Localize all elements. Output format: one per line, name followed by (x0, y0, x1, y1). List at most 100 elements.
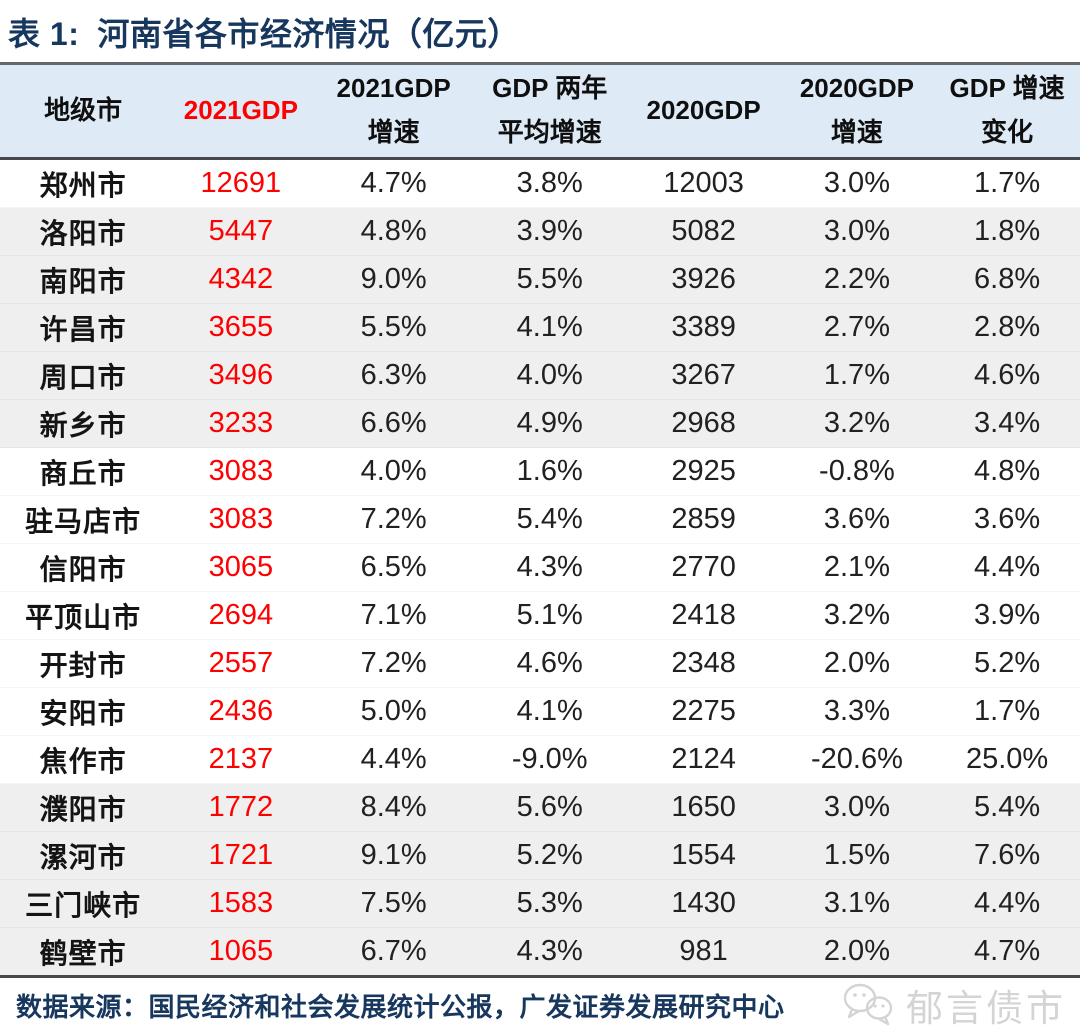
table-row: 周口市 3496 6.3% 4.0% 3267 1.7% 4.6% (0, 351, 1080, 400)
value-cell: 1650 (671, 791, 736, 823)
column-header: GDP 增速 变化 (934, 63, 1080, 160)
value-cell: 3.6% (974, 503, 1041, 535)
city-cell: 安阳市 (39, 697, 127, 729)
value-cell: 6.7% (360, 935, 427, 967)
value-cell: 4.1% (516, 311, 583, 343)
value-cell: 2925 (671, 455, 736, 487)
city-cell: 开封市 (39, 649, 127, 681)
value-cell: 4.8% (974, 455, 1041, 487)
value-cell: 2694 (208, 599, 274, 631)
value-cell: 4.9% (516, 407, 583, 439)
value-cell: 4.4% (360, 743, 427, 775)
value-cell: 7.2% (360, 647, 427, 679)
table-row: 洛阳市 5447 4.8% 3.9% 5082 3.0% 1.8% (0, 207, 1080, 256)
table-row: 南阳市 4342 9.0% 5.5% 3926 2.2% 6.8% (0, 255, 1080, 304)
table-row: 开封市 2557 7.2% 4.6% 2348 2.0% 5.2% (0, 640, 1080, 688)
value-cell: 3.4% (974, 407, 1041, 439)
watermark: 郁言债市 (840, 978, 1066, 1032)
value-cell: 2137 (208, 743, 274, 775)
value-cell: 5.5% (516, 263, 583, 295)
value-cell: 5.0% (360, 695, 427, 727)
value-cell: 4.0% (516, 359, 583, 391)
value-cell: 5.6% (516, 791, 583, 823)
value-cell: 3.0% (823, 791, 890, 823)
city-cell: 郑州市 (39, 169, 127, 201)
value-cell: 3.9% (974, 599, 1041, 631)
table-title: 表 1: 河南省各市经济情况（亿元） (0, 0, 1080, 62)
table-row: 安阳市 2436 5.0% 4.1% 2275 3.3% 1.7% (0, 688, 1080, 736)
value-cell: 3655 (208, 311, 274, 343)
table-title-text: 河南省各市经济情况（亿元） (97, 16, 520, 52)
value-cell: 3.9% (516, 215, 583, 247)
value-cell: 3233 (208, 407, 274, 439)
value-cell: 9.1% (360, 839, 427, 871)
table-header-row: 地级市 2021GDP 2021GDP 增速 GDP 两年 平均增速 2020GDP 2020… (0, 63, 1080, 160)
value-cell: 4.4% (974, 551, 1041, 583)
city-cell: 驻马店市 (25, 505, 142, 537)
value-cell: 2859 (671, 503, 736, 535)
value-cell: 3389 (671, 311, 736, 343)
value-cell: 4.1% (516, 695, 583, 727)
value-cell: 2.8% (974, 311, 1041, 343)
value-cell: 2.7% (823, 311, 890, 343)
value-cell: 981 (679, 935, 728, 967)
table-number-label: 表 1: (8, 16, 80, 52)
value-cell: 25.0% (965, 743, 1049, 775)
value-cell: 4.7% (974, 935, 1041, 967)
value-cell: 1.7% (974, 167, 1041, 199)
value-cell: 5447 (208, 215, 274, 247)
value-cell: 4.6% (516, 647, 583, 679)
value-cell: 4.7% (360, 167, 427, 199)
value-cell: 7.2% (360, 503, 427, 535)
table-row: 三门峡市 1583 7.5% 5.3% 1430 3.1% 4.4% (0, 879, 1080, 928)
city-cell: 周口市 (39, 361, 127, 393)
data-source-note: 数据来源：国民经济和社会发展统计公报，广发证券发展研究中心 (16, 991, 785, 1022)
value-cell: 7.5% (360, 887, 427, 919)
value-cell: -0.8% (819, 455, 895, 487)
value-cell: 4342 (208, 263, 274, 295)
value-cell: 2436 (208, 695, 274, 727)
column-header: 2020GDP 增速 (779, 63, 935, 160)
value-cell: 4.6% (974, 359, 1041, 391)
table-row: 商丘市 3083 4.0% 1.6% 2925 -0.8% 4.8% (0, 448, 1080, 496)
table-row: 濮阳市 1772 8.4% 5.6% 1650 3.0% 5.4% (0, 783, 1080, 832)
value-cell: 12691 (200, 167, 282, 199)
value-cell: 7.1% (360, 599, 427, 631)
column-header: 2021GDP 增速 (315, 63, 472, 160)
value-cell: 3.2% (823, 407, 890, 439)
value-cell: 2.0% (823, 647, 890, 679)
value-cell: 3.2% (823, 599, 890, 631)
value-cell: -9.0% (511, 743, 588, 775)
value-cell: 1583 (208, 887, 274, 919)
value-cell: 3.1% (823, 887, 890, 919)
value-cell: 3083 (208, 503, 274, 535)
table-row: 鹤壁市 1065 6.7% 4.3% 981 2.0% 4.7% (0, 927, 1080, 977)
value-cell: 5.4% (516, 503, 583, 535)
value-cell: 4.3% (516, 551, 583, 583)
value-cell: 1065 (208, 935, 274, 967)
value-cell: 2557 (208, 647, 274, 679)
value-cell: 2.1% (823, 551, 890, 583)
table-row: 平顶山市 2694 7.1% 5.1% 2418 3.2% 3.9% (0, 592, 1080, 640)
value-cell: 2418 (671, 599, 736, 631)
gdp-table: 地级市 2021GDP 2021GDP 增速 GDP 两年 平均增速 2020GDP 2020… (0, 62, 1080, 978)
value-cell: 2124 (671, 743, 736, 775)
column-header: 2021GDP (166, 63, 316, 160)
value-cell: 1.6% (516, 455, 583, 487)
value-cell: 3.0% (823, 215, 890, 247)
value-cell: 5.5% (360, 311, 427, 343)
table-row: 新乡市 3233 6.6% 4.9% 2968 3.2% 3.4% (0, 399, 1080, 448)
city-cell: 三门峡市 (25, 889, 142, 921)
value-cell: 4.4% (974, 887, 1041, 919)
column-header: GDP 两年 平均增速 (471, 63, 628, 160)
value-cell: 1721 (208, 839, 274, 871)
value-cell: 3496 (208, 359, 274, 391)
value-cell: 2275 (671, 695, 736, 727)
column-header: 地级市 (0, 63, 167, 160)
value-cell: 1554 (671, 839, 736, 871)
city-cell: 南阳市 (39, 265, 127, 297)
city-cell: 洛阳市 (39, 217, 127, 249)
table-row: 信阳市 3065 6.5% 4.3% 2770 2.1% 4.4% (0, 544, 1080, 592)
value-cell: 3.0% (823, 167, 890, 199)
